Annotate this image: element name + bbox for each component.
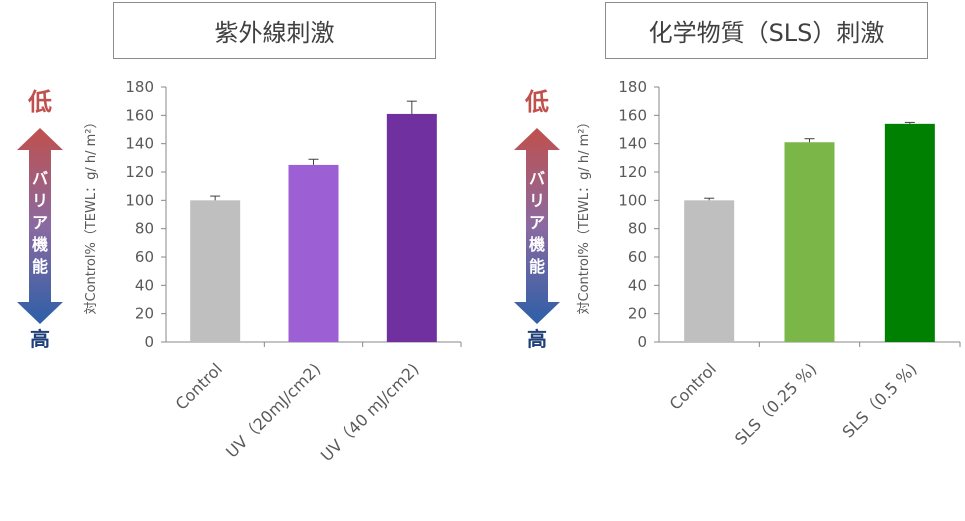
y-tick-label: 60 [628, 248, 647, 266]
barrier-high-label: 高 [30, 327, 50, 351]
y-tick-label: 100 [125, 191, 154, 209]
y-tick-label: 0 [637, 333, 647, 351]
y-tick-label: 40 [135, 276, 154, 294]
x-tick-label: SLS（0.25 %) [731, 359, 820, 448]
barrier-arrow [17, 128, 63, 324]
bar [288, 164, 339, 342]
barrier-label-char: ア [529, 213, 545, 232]
y-tick-label: 100 [618, 191, 647, 209]
y-tick-label: 80 [135, 220, 154, 238]
y-tick-label: 20 [135, 305, 154, 323]
panel-title: 化学物質（SLS）刺激 [605, 2, 928, 59]
x-tick-label: Control [666, 359, 720, 413]
barrier-low-label: 低 [524, 88, 549, 116]
y-tick-label: 120 [618, 163, 647, 181]
barrier-label-char: バ [529, 169, 545, 188]
barrier-high-label: 高 [527, 327, 547, 351]
x-tick-label: SLS（0.5 %) [838, 359, 920, 441]
barrier-label-char: 機 [529, 235, 545, 254]
barrier-label-char: ア [32, 213, 48, 232]
barrier-label-char: 能 [32, 257, 48, 276]
bar [386, 113, 437, 343]
bar [190, 200, 241, 342]
bar [884, 123, 935, 342]
barrier-label-char: バ [32, 169, 48, 188]
barrier-label-char: リ [529, 191, 545, 210]
y-tick-label: 160 [125, 106, 154, 124]
y-tick-label: 180 [618, 78, 647, 96]
y-tick-label: 180 [125, 78, 154, 96]
y-tick-label: 20 [628, 305, 647, 323]
barrier-label-char: 機 [32, 235, 48, 254]
y-tick-label: 140 [618, 135, 647, 153]
barrier-label-char: リ [32, 191, 48, 210]
panel-title: 紫外線刺激 [113, 2, 436, 59]
panel-sls: 化学物質（SLS）刺激 低高 バリア機能 対Control%（TEWL：g/ h/ … [482, 0, 964, 521]
y-tick-label: 0 [144, 333, 154, 351]
y-tick-label: 160 [618, 106, 647, 124]
y-tick-label: 80 [628, 220, 647, 238]
barrier-arrow [514, 128, 560, 324]
barrier-label-char: 能 [529, 257, 545, 276]
x-tick-label: Control [172, 359, 226, 413]
y-axis-label: 対Control%（TEWL：g/ h/ m²） [84, 116, 99, 315]
y-tick-label: 120 [125, 163, 154, 181]
bar [784, 142, 835, 342]
y-tick-label: 140 [125, 135, 154, 153]
y-tick-label: 60 [135, 248, 154, 266]
y-tick-label: 40 [628, 276, 647, 294]
bar [684, 200, 735, 342]
panel-uv: 紫外線刺激 低高 バリア機能 対Control%（TEWL：g/ h/ m²） 0 20… [0, 0, 482, 521]
barrier-low-label: 低 [27, 88, 52, 116]
y-axis-label: 対Control%（TEWL：g/ h/ m²） [577, 116, 592, 315]
x-tick-label: UV（20mJ/cm2) [222, 359, 324, 461]
x-tick-label: UV（40 mJ/cm2) [317, 359, 423, 465]
